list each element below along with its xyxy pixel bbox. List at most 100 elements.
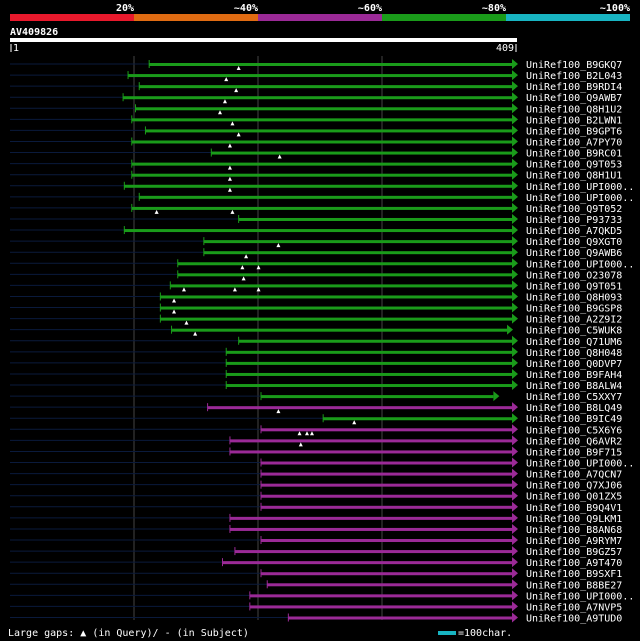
hit-aligned-bar xyxy=(226,384,512,388)
hit-arrow-icon xyxy=(512,490,518,501)
hit-arrow-icon xyxy=(512,180,518,191)
hit-row: UniRef100_UPI000.. xyxy=(10,457,634,470)
hit-label: UniRef100_A7NVP5 xyxy=(526,602,622,613)
hit-arrow-icon xyxy=(512,247,518,258)
hit-row: UniRef100_B9FAH4 xyxy=(10,368,622,381)
hit-arrow-icon xyxy=(512,114,518,125)
hit-row: UniRef100_A7PY70 xyxy=(10,136,622,148)
hit-label: UniRef100_B9GKQ7 xyxy=(526,60,622,71)
hit-aligned-bar xyxy=(177,273,512,277)
hit-aligned-bar xyxy=(171,328,508,332)
gap-marker-icon xyxy=(256,287,261,292)
hit-label: UniRef100_B2L043 xyxy=(526,71,622,82)
hit-row: UniRef100_B9RC01 xyxy=(10,147,622,160)
gap-marker-icon xyxy=(236,66,241,70)
hit-label: UniRef100_UPI000.. xyxy=(526,591,634,602)
gap-legend-mid: (in Query)/ xyxy=(92,628,158,639)
gap-marker-icon xyxy=(240,265,245,270)
hit-row: UniRef100_Q71UM6 xyxy=(10,335,622,348)
hit-aligned-bar xyxy=(288,616,512,620)
hit-row: UniRef100_Q9AWB7 xyxy=(10,92,622,104)
hit-row: UniRef100_B9GKQ7 xyxy=(10,59,622,71)
hit-aligned-bar xyxy=(323,417,512,421)
hit-label: UniRef100_UPI000.. xyxy=(526,182,634,193)
hit-arrow-icon xyxy=(493,391,500,402)
hit-aligned-bar xyxy=(124,229,512,233)
hit-row: UniRef100_Q9AWB6 xyxy=(10,247,622,259)
hit-row: UniRef100_A2Z9I2 xyxy=(10,313,622,326)
hit-aligned-bar xyxy=(160,317,512,321)
hit-label: UniRef100_C5WUK8 xyxy=(526,326,622,337)
gap-legend-prefix: Large gaps: xyxy=(8,628,80,639)
hit-aligned-bar xyxy=(261,461,512,465)
gap-marker-icon xyxy=(234,88,239,93)
query-start-label: 1 xyxy=(13,43,19,54)
hit-arrow-icon xyxy=(512,302,518,313)
hit-row: UniRef100_Q7XJ06 xyxy=(10,479,622,492)
hit-arrow-icon xyxy=(512,435,518,446)
hit-arrow-icon xyxy=(512,546,518,557)
query-header: AV409826 1 409 xyxy=(10,27,517,54)
hit-arrow-icon xyxy=(512,424,518,435)
hit-row: UniRef100_B2LWN1 xyxy=(10,114,622,126)
hit-row: UniRef100_B8AN68 xyxy=(10,523,622,536)
grid-lines xyxy=(133,56,383,620)
subject-gap-marker: - xyxy=(165,628,171,639)
gap-marker-icon xyxy=(181,287,186,292)
hit-row: UniRef100_UPI000.. xyxy=(10,191,634,204)
hit-aligned-bar xyxy=(131,118,512,122)
hit-aligned-bar xyxy=(139,195,512,199)
hit-row: UniRef100_B9GPT6 xyxy=(10,125,622,137)
gap-marker-icon xyxy=(224,77,229,82)
hit-arrow-icon xyxy=(512,612,518,623)
hit-aligned-bar xyxy=(238,339,512,343)
hit-row: UniRef100_B9Q4V1 xyxy=(10,501,622,514)
hit-aligned-bar xyxy=(261,428,512,432)
hit-arrow-icon xyxy=(512,92,518,103)
gap-marker-icon xyxy=(227,143,232,148)
hit-row: UniRef100_P93733 xyxy=(10,213,622,226)
hit-label: UniRef100_Q8H048 xyxy=(526,348,622,359)
legend-label-40: ~40% xyxy=(234,3,258,14)
hit-label: UniRef100_Q8H1U2 xyxy=(526,104,622,115)
hit-label: UniRef100_B9IC49 xyxy=(526,414,622,425)
hit-arrow-icon xyxy=(512,402,518,413)
gap-marker-icon xyxy=(172,298,177,303)
hit-row: UniRef100_Q9T051 xyxy=(10,280,622,292)
gap-marker-icon xyxy=(309,431,314,436)
hit-row: UniRef100_O23078 xyxy=(10,269,622,281)
hit-arrow-icon xyxy=(512,479,518,490)
hit-arrow-icon xyxy=(512,147,518,158)
hit-label: UniRef100_B9SXF1 xyxy=(526,569,622,580)
legend-color-80 xyxy=(382,14,506,21)
gap-marker-icon xyxy=(172,309,177,314)
hit-label: UniRef100_UPI000.. xyxy=(526,193,634,204)
hit-row: UniRef100_B9GSP8 xyxy=(10,302,622,315)
hit-label: UniRef100_Q9T051 xyxy=(526,281,622,292)
hit-arrow-icon xyxy=(512,70,518,81)
query-end-label: 409 xyxy=(496,43,514,54)
hit-aligned-bar xyxy=(229,450,512,454)
hit-arrow-icon xyxy=(512,125,518,136)
hit-aligned-bar xyxy=(261,483,512,487)
hit-arrow-icon xyxy=(512,568,518,579)
hit-arrow-icon xyxy=(512,225,518,236)
hit-arrow-icon xyxy=(512,346,518,357)
hit-label: UniRef100_Q7XJ06 xyxy=(526,481,622,492)
hit-aligned-bar xyxy=(177,262,512,266)
hit-aligned-bar xyxy=(149,63,513,66)
hit-row: UniRef100_B8LQ49 xyxy=(10,402,622,414)
gap-marker-icon xyxy=(230,121,235,126)
hit-arrow-icon xyxy=(512,158,518,169)
hit-aligned-bar xyxy=(226,361,512,365)
hit-label: UniRef100_B9GZ57 xyxy=(526,547,622,558)
hit-aligned-bar xyxy=(222,561,512,565)
hit-label: UniRef100_Q71UM6 xyxy=(526,337,622,348)
hit-label: UniRef100_UPI000.. xyxy=(526,459,634,470)
gap-legend-suffix: (in Subject) xyxy=(177,628,249,639)
hit-arrow-icon xyxy=(512,136,518,147)
query-bar xyxy=(10,38,517,42)
hit-arrow-icon xyxy=(512,313,518,324)
hit-label: UniRef100_Q9AWB7 xyxy=(526,93,622,104)
